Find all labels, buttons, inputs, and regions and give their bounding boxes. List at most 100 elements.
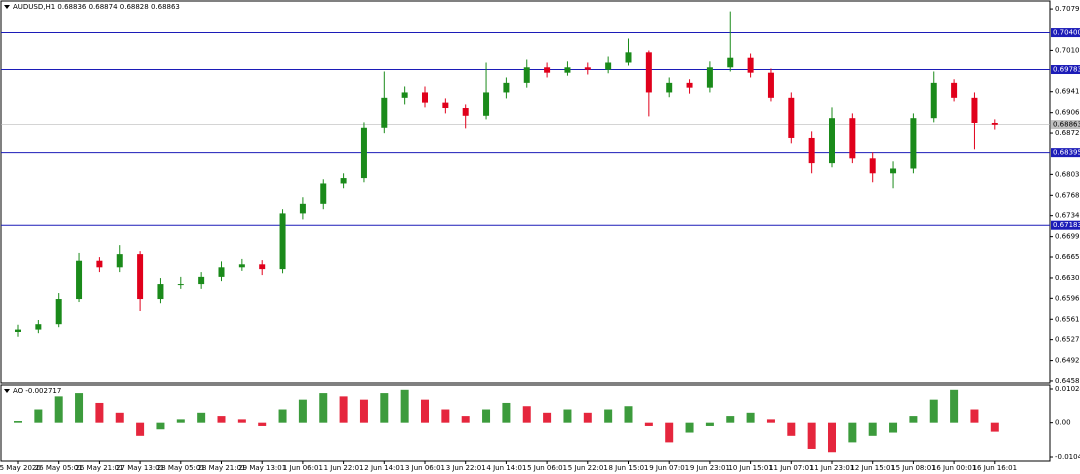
ao-bar [339,396,348,423]
candle-body [218,267,225,277]
x-tick-label: 29 May 13:01 [238,464,286,472]
ao-bar [950,389,959,423]
ao-bar [217,416,226,423]
ao-bar [787,422,796,436]
ao-bar [909,416,918,423]
candle-body [76,260,83,300]
x-tick-label: 11 Jun 23:01 [810,464,854,472]
x-tick-label: 8 Jun 15:01 [608,464,648,472]
x-tick-label: 5 Jun 22:01 [568,464,608,472]
y-tick-label: 0.70792 [1055,5,1080,13]
x-tick-label: 16 Jun 16:01 [973,464,1017,472]
ao-bar [54,396,63,423]
candle-body [849,118,856,159]
candle-body [971,97,978,123]
last-price-label: 0.68863 [1053,121,1080,129]
y-tick-label: 0.64582 [1055,377,1080,385]
x-tick-label: 11 Jun 07:01 [769,464,813,472]
ao-bar [644,422,653,426]
candle-body [666,82,673,93]
candle-body [625,52,632,63]
candle-body [767,72,774,98]
x-tick-label: 16 Jun 00:01 [932,464,976,472]
x-tick-label: 10 Jun 15:01 [728,464,772,472]
candle-body [401,92,408,98]
y-tick-label: 0.66992 [1055,233,1080,241]
chart-title: AUDUSD,H1 0.68836 0.68874 0.68828 0.6886… [13,3,180,11]
ao-bar [441,409,450,423]
ao-bar [34,409,43,423]
y-tick-label: 0.65612 [1055,315,1080,323]
ao-bar [828,422,836,453]
candle-body [55,299,62,325]
ao-bar [115,412,124,423]
y-tick-label: 0.70102 [1055,46,1080,54]
level-label: 0.67183 [1053,221,1080,229]
x-tick-label: 5 Jun 06:01 [527,464,567,472]
candle-body [462,108,469,116]
y-tick-label: 0.69062 [1055,109,1080,117]
candle-body [930,82,937,119]
x-tick-label: 25 May 2020 [0,464,41,472]
candle-body [869,158,876,174]
ao-bar [583,412,592,423]
y-tick-label: 0.65962 [1055,294,1080,302]
ao-bar [461,416,470,423]
ao-bar [726,416,735,423]
main-panel [0,0,1051,384]
candle-body [279,213,286,270]
menu-arrow[interactable] [4,389,10,393]
x-tick-label: 27 May 13:01 [116,464,164,472]
indicator-title: AO -0.002717 [13,387,61,395]
level-label-box [1051,220,1080,230]
ao-bar [176,419,185,423]
x-tick-label: 26 May 05:01 [35,464,83,472]
menu-arrow[interactable] [4,5,10,9]
candle-body [320,183,327,204]
candle-body [299,203,306,214]
ao-bar [766,419,775,423]
candle-body [381,97,388,128]
last-price-box [1051,120,1080,130]
x-tick-label: 1 Jun 22:01 [324,464,364,472]
candle-body [198,276,205,285]
candle-body [910,118,917,169]
ao-bar [807,422,816,449]
candle-body [523,67,530,83]
y-tick-label: 0.01024 [1055,385,1080,393]
ao-bar [400,389,409,423]
ao-bar [889,422,898,433]
y-tick-label: 0.69412 [1055,88,1080,96]
candle-body [360,127,367,179]
candle-body [564,67,571,73]
candle-body [951,82,958,98]
ao-bar [522,406,531,423]
candle-body [340,178,347,184]
x-tick-label: 4 Jun 14:01 [486,464,526,472]
ao-bar [136,422,145,436]
ao-bar [75,393,84,423]
x-tick-label: 3 Jun 06:01 [405,464,445,472]
x-tick-label: 28 May 05:01 [157,464,205,472]
x-tick-label: 2 Jun 14:01 [364,464,404,472]
y-tick-label: 0.67342 [1055,212,1080,220]
candle-body [116,254,123,268]
ao-bar [705,422,714,426]
level-label: 0.68395 [1053,149,1080,157]
candle-body [442,102,449,109]
level-label-box [1051,28,1080,38]
candle-body [503,82,510,93]
candle-body [829,118,835,164]
y-tick-label: 0.68032 [1055,170,1080,178]
ao-bar [868,422,877,436]
x-tick-label: 9 Jun 23:01 [690,464,730,472]
ao-bar [990,422,999,432]
level-label-box [1051,65,1080,75]
x-tick-label: 15 Jun 08:01 [891,464,935,472]
ao-bar [665,422,674,443]
ao-bar [543,412,552,423]
candle-body [483,92,490,116]
x-tick-label: 26 May 21:01 [75,464,123,472]
x-tick-label: 1 Jun 06:01 [283,464,323,472]
